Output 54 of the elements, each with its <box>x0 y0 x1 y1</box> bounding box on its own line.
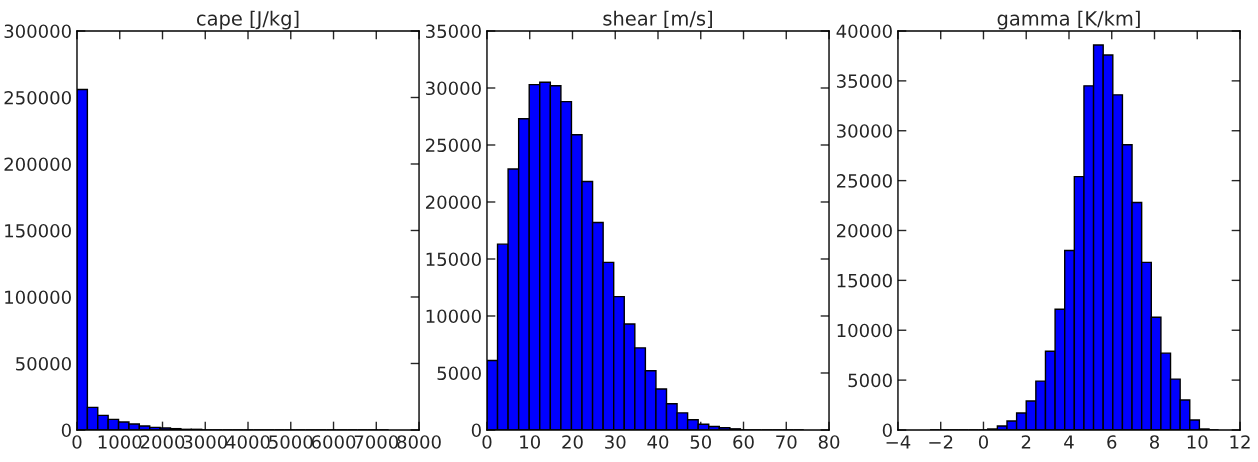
y-tick-label: 30000 <box>426 81 481 96</box>
x-tick-label: −4 <box>886 435 911 449</box>
x-tick-label: −2 <box>929 435 953 449</box>
y-tick-label: 35000 <box>426 24 481 39</box>
x-tick-label: 12 <box>1230 435 1250 449</box>
y-tick-label: 0 <box>61 423 71 438</box>
x-tick-label: 0 <box>978 435 989 449</box>
x-tick-label: 50 <box>690 435 712 449</box>
x-tick-label: 8000 <box>397 435 441 449</box>
y-tick-label: 150000 <box>5 223 71 238</box>
y-tick-label: 35000 <box>837 74 892 88</box>
x-tick-label: 4000 <box>225 435 270 449</box>
chart-title: cape [J/kg] <box>197 10 299 30</box>
y-tick-label: 250000 <box>4 90 71 105</box>
y-tick-label: 25000 <box>425 138 481 153</box>
y-tick-label: 300000 <box>4 24 71 39</box>
y-tick-label: 100000 <box>5 290 71 305</box>
x-tick-label: 70 <box>776 435 797 449</box>
y-tick-label: 20000 <box>836 223 892 238</box>
x-tick-label: 2 <box>1021 435 1031 449</box>
x-tick-label: 5000 <box>269 435 313 449</box>
y-tick-label: 5000 <box>848 373 892 388</box>
y-tick-label: 5000 <box>437 366 481 381</box>
x-tick-label: 4 <box>1064 435 1074 449</box>
y-tick-label: 25000 <box>836 174 892 188</box>
y-tick-label: 10000 <box>837 323 892 338</box>
x-tick-label: 60 <box>733 435 754 449</box>
y-tick-label: 40000 <box>836 24 892 39</box>
y-tick-label: 0 <box>471 423 481 438</box>
y-tick-label: 10000 <box>426 309 481 324</box>
x-tick-label: 10 <box>1187 435 1208 449</box>
x-tick-label: 40 <box>647 435 669 449</box>
x-tick-label: 30 <box>605 435 626 449</box>
x-tick-label: 0 <box>482 435 492 449</box>
x-tick-label: 0 <box>72 435 82 449</box>
x-tick-label: 20 <box>562 435 583 449</box>
y-tick-label: 50000 <box>16 356 71 371</box>
y-tick-label: 30000 <box>837 124 892 138</box>
y-tick-label: 15000 <box>837 273 892 288</box>
x-tick-label: 80 <box>818 435 840 449</box>
chart-title: shear [m/s] <box>603 10 712 29</box>
y-tick-label: 20000 <box>425 195 481 210</box>
y-tick-label: 200000 <box>4 157 71 172</box>
x-tick-label: 8 <box>1149 435 1160 449</box>
x-tick-label: 2000 <box>140 435 185 449</box>
y-tick-label: 0 <box>882 423 892 438</box>
x-tick-label: 6 <box>1107 435 1117 449</box>
y-tick-label: 15000 <box>426 252 481 267</box>
x-tick-label: 10 <box>520 435 541 449</box>
chart-title: gamma [K/km] <box>997 10 1140 30</box>
x-tick-label: 3000 <box>183 435 228 449</box>
x-tick-label: 7000 <box>354 435 399 449</box>
x-tick-label: 6000 <box>311 435 356 449</box>
x-tick-label: 1000 <box>98 435 142 449</box>
